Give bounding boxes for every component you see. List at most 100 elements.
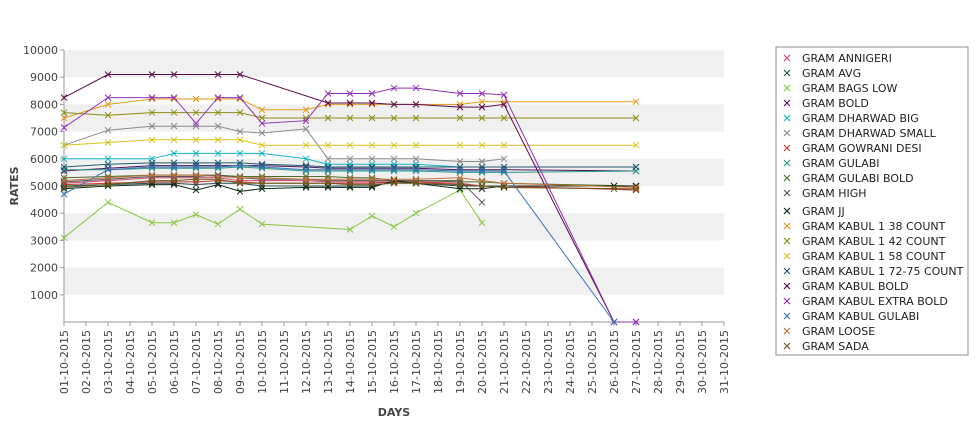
legend-item: GRAM GULABI BOLD (783, 172, 914, 185)
y-band (64, 267, 724, 295)
y-tick-label: 8000 (30, 98, 58, 111)
data-point (368, 90, 376, 97)
data-point (324, 166, 332, 174)
data-point (632, 184, 640, 191)
legend-item: GRAM ANNIGERI (783, 52, 892, 65)
legend-label: GRAM KABUL EXTRA BOLD (802, 295, 948, 308)
y-tick-label: 10000 (23, 44, 58, 57)
data-point (368, 212, 376, 220)
legend-box (775, 46, 969, 356)
data-point (324, 141, 332, 149)
data-point (236, 71, 244, 78)
x-tick-label: 23-10-2015 (542, 330, 555, 394)
legend-item: GRAM LOOSE (783, 325, 875, 338)
legend-item: GRAM BAGS LOW (783, 82, 898, 95)
data-point (368, 174, 376, 182)
x-tick-label: 11-10-2015 (278, 330, 291, 394)
data-point (390, 160, 398, 168)
x-tick-label: 07-10-2015 (190, 330, 203, 394)
x-tick-label: 29-10-2015 (674, 330, 687, 394)
data-point (258, 220, 266, 228)
legend-label: GRAM BAGS LOW (802, 82, 898, 95)
legend-item: GRAM GULABI (783, 157, 880, 170)
data-point (60, 177, 68, 184)
data-point (214, 109, 222, 116)
x-tick-label: 04-10-2015 (124, 330, 137, 394)
data-point (192, 211, 200, 218)
legend-marker (783, 129, 791, 137)
data-point (258, 182, 266, 190)
data-point (324, 99, 332, 107)
legend-item: GRAM KABUL EXTRA BOLD (783, 295, 948, 308)
x-tick-label: 14-10-2015 (344, 330, 357, 394)
data-point (148, 219, 156, 227)
data-point (632, 186, 640, 194)
data-point (170, 122, 178, 130)
x-tick-label: 17-10-2015 (410, 330, 423, 394)
data-point (478, 114, 486, 122)
x-tick-label: 26-10-2015 (608, 330, 621, 394)
data-point (214, 136, 222, 144)
data-point (236, 94, 244, 101)
data-point (632, 114, 640, 122)
data-point (610, 318, 618, 326)
data-point (478, 141, 486, 149)
x-axis-title: DAYS (378, 406, 411, 419)
data-point (170, 177, 178, 184)
data-point (192, 95, 200, 103)
data-point (478, 219, 486, 227)
data-point (214, 175, 222, 183)
legend-marker (783, 282, 791, 290)
legend-marker (783, 54, 791, 62)
y-tick-label: 4000 (30, 207, 58, 220)
data-point (368, 175, 376, 183)
data-point (236, 179, 244, 187)
legend-label: GRAM KABUL BOLD (802, 280, 909, 293)
data-point (170, 171, 178, 179)
legend-marker (783, 159, 791, 167)
data-point (368, 166, 376, 174)
data-point (192, 186, 200, 194)
legend-item: GRAM KABUL BOLD (783, 280, 909, 293)
legend-marker (783, 267, 791, 275)
x-tick-label: 31-10-2015 (718, 330, 731, 394)
data-point (390, 179, 398, 187)
data-point (456, 90, 464, 97)
legend-label: GRAM BOLD (802, 97, 869, 110)
x-tick-label: 08-10-2015 (212, 330, 225, 394)
legend-item: GRAM AVG (783, 67, 861, 80)
data-point (456, 166, 464, 174)
data-point (170, 136, 178, 144)
data-point (412, 209, 420, 217)
series-line (63, 174, 483, 203)
data-point (258, 173, 266, 180)
data-point (346, 99, 354, 107)
series-group (60, 136, 640, 149)
data-point (324, 163, 332, 171)
data-point (148, 71, 156, 78)
legend-item: GRAM DHARWAD BIG (783, 112, 919, 125)
data-point (632, 98, 640, 106)
legend-label: GRAM HIGH (802, 187, 867, 200)
data-point (478, 103, 486, 111)
series-line (63, 165, 615, 323)
data-point (236, 109, 244, 116)
x-tick-label: 30-10-2015 (696, 330, 709, 394)
data-point (258, 185, 266, 193)
data-point (324, 179, 332, 187)
legend-label: GRAM LOOSE (802, 325, 875, 338)
data-point (104, 71, 112, 78)
data-point (500, 114, 508, 122)
data-point (148, 171, 156, 179)
legend-marker (783, 84, 791, 92)
data-point (390, 223, 398, 231)
data-point (214, 94, 222, 101)
legend-label: GRAM SADA (802, 340, 869, 353)
legend-label: GRAM GULABI (802, 157, 880, 170)
data-point (632, 318, 640, 326)
data-point (104, 160, 112, 168)
data-point (478, 182, 486, 190)
y-axis-title: RATES (8, 166, 21, 205)
data-point (104, 166, 112, 174)
x-tick-label: 01-10-2015 (58, 330, 71, 394)
